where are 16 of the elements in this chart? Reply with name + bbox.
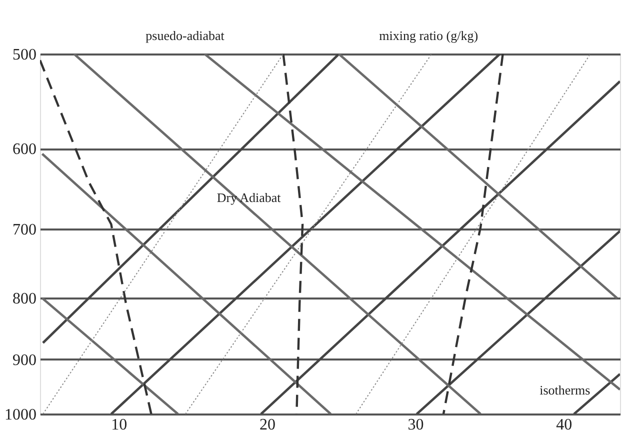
y-tick-label: 500 <box>12 46 36 64</box>
line-series <box>442 54 504 414</box>
text: psuedo-adiabat <box>146 28 225 43</box>
annotation: Dry Adiabat <box>216 190 282 205</box>
text: mixing ratio (g/kg) <box>379 28 478 43</box>
y-tick-label: 900 <box>12 352 36 369</box>
y-tick-label: 800 <box>12 290 36 308</box>
y-tick-label: 600 <box>12 141 36 158</box>
x-tick-label: 10 <box>111 416 128 434</box>
x-tick-label: 40 <box>556 416 572 434</box>
x-tick-label: 30 <box>408 416 424 434</box>
y-tick-label: 700 <box>12 221 36 238</box>
line-series <box>40 59 152 414</box>
y-tick-label: 1000 <box>4 406 36 424</box>
x-tick-label: 20 <box>259 416 276 434</box>
annotation: isotherms <box>540 382 590 398</box>
